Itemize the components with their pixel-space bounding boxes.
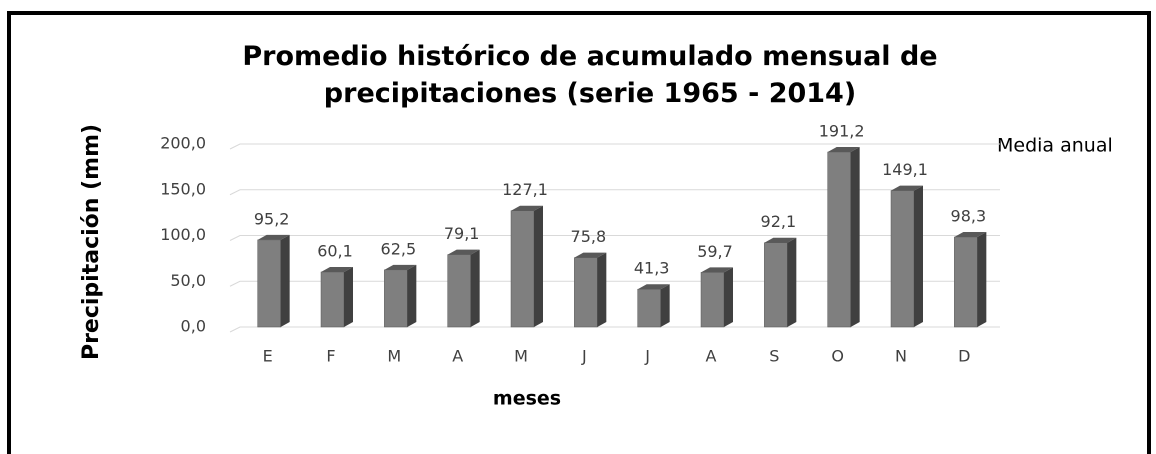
grid-line <box>229 143 1000 150</box>
x-tick-label: M <box>514 347 528 366</box>
x-tick-label: J <box>644 347 650 366</box>
value-label: 41,3 <box>634 259 670 278</box>
chart-title: Promedio histórico de acumulado mensual … <box>242 41 938 109</box>
bar-top <box>637 284 670 290</box>
value-label: 191,2 <box>819 122 865 141</box>
bar-side <box>470 249 480 327</box>
frame <box>7 11 1151 454</box>
bar-top <box>954 232 987 238</box>
bar-side <box>534 205 543 327</box>
bar <box>890 190 915 328</box>
value-label: 62,5 <box>381 239 417 258</box>
grid-line <box>229 189 1000 196</box>
bar-side <box>280 234 290 327</box>
y-tick-label: 100,0 <box>160 225 206 244</box>
bar-side <box>724 267 733 327</box>
bar <box>700 272 725 328</box>
value-label: 149,1 <box>882 160 928 179</box>
y-tick-label: 200,0 <box>160 134 206 153</box>
bar-side <box>407 264 417 327</box>
value-label: 59,7 <box>697 242 733 261</box>
bar-side <box>914 185 923 327</box>
bar-top <box>891 185 923 191</box>
value-label: 60,1 <box>317 242 353 261</box>
x-tick-label: A <box>706 347 717 366</box>
bar-side <box>787 237 797 327</box>
bar-top <box>511 205 543 211</box>
value-label: 79,1 <box>444 224 480 243</box>
x-tick-label: F <box>326 347 335 366</box>
bar-side <box>597 252 607 327</box>
x-tick-label: O <box>831 347 844 366</box>
value-label: 95,2 <box>254 209 290 228</box>
bar-top <box>764 237 797 243</box>
grid-line <box>229 235 1000 241</box>
bar <box>384 269 408 328</box>
bar-side <box>660 284 670 327</box>
x-tick-label: E <box>263 347 273 366</box>
bar-side <box>850 147 860 327</box>
x-tick-label: J <box>581 347 587 366</box>
x-axis-title: meses <box>493 388 561 410</box>
bar <box>510 210 535 328</box>
bar-side <box>344 267 353 327</box>
x-tick-label: M <box>387 347 401 366</box>
bar-top <box>321 267 353 273</box>
x-tick-label: D <box>958 347 970 366</box>
bar <box>257 239 281 328</box>
bar-side <box>977 232 987 327</box>
bar <box>320 271 345 328</box>
bar-top <box>827 147 860 153</box>
bar <box>637 288 661 328</box>
y-tick-label: 50,0 <box>170 271 206 290</box>
grid-line <box>229 326 1000 333</box>
value-label: 127,1 <box>502 180 548 199</box>
x-tick-label: N <box>895 347 907 366</box>
bar-top <box>257 234 290 240</box>
x-tick-label: A <box>452 347 463 366</box>
bar-top <box>701 267 733 273</box>
legend-label: Media anual <box>997 135 1113 157</box>
x-tick-label: S <box>769 347 779 366</box>
bar <box>447 254 471 328</box>
y-tick-label: 0,0 <box>181 317 206 336</box>
bar-top <box>384 264 417 270</box>
bar <box>827 151 851 328</box>
bar-top <box>574 252 607 258</box>
y-axis-title: Precipitación (mm) <box>79 124 104 360</box>
bar <box>764 242 788 328</box>
value-label: 75,8 <box>571 227 607 246</box>
bar <box>954 236 978 328</box>
value-label: 98,3 <box>951 207 987 226</box>
y-tick-label: 150,0 <box>160 179 206 198</box>
grid-line <box>229 280 1000 287</box>
value-label: 92,1 <box>761 212 797 231</box>
bar-top <box>447 249 480 255</box>
bar <box>574 257 598 328</box>
